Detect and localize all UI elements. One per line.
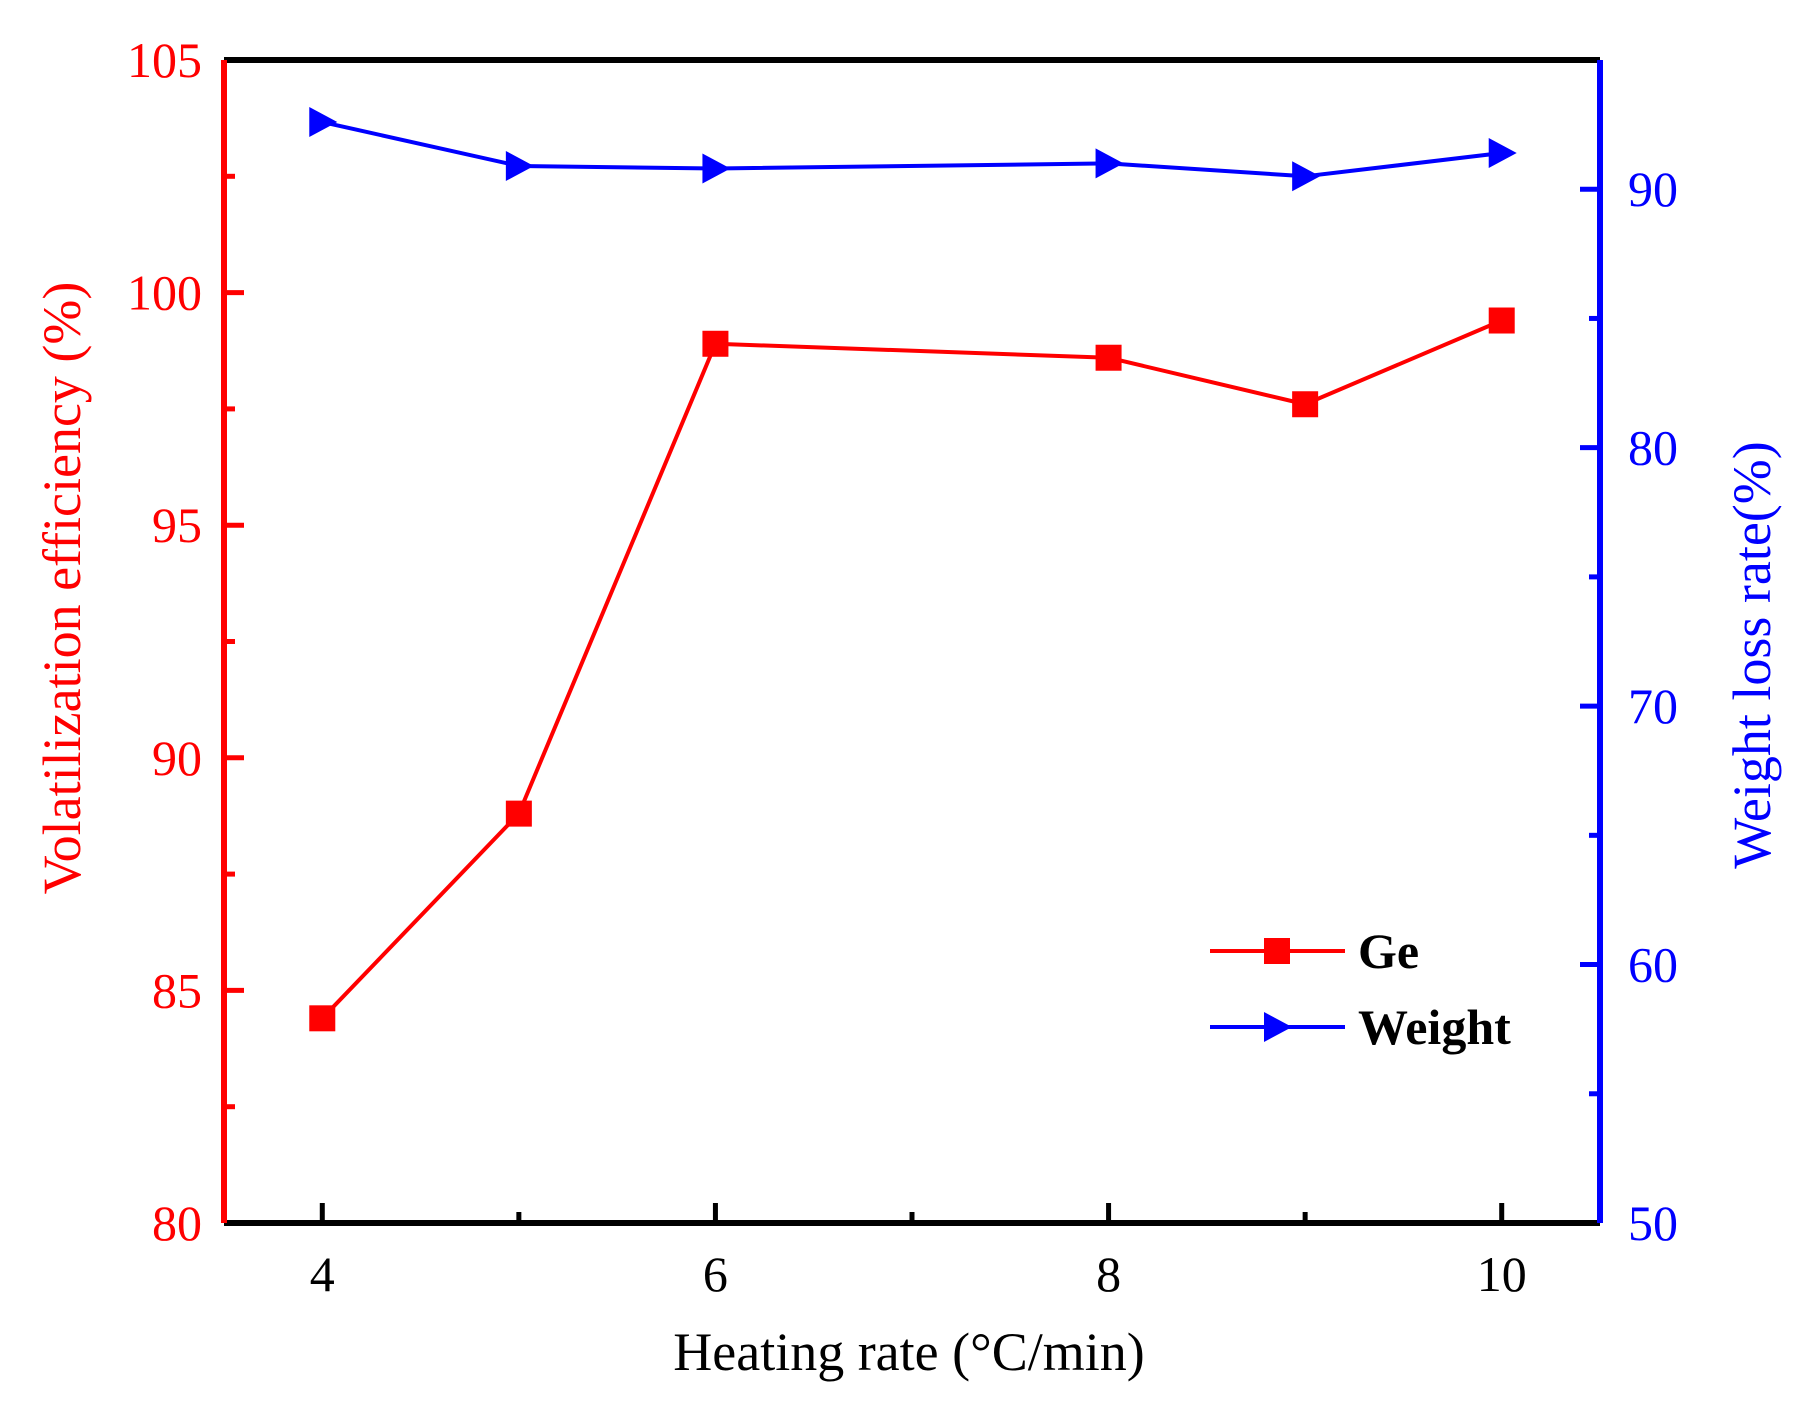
y-tick-label: 100 <box>127 265 202 321</box>
series-line-ge <box>320 318 1503 1020</box>
y-axis-title: Volatilization efficiency (%) <box>32 282 92 895</box>
y2-tick-label: 60 <box>1628 937 1678 993</box>
y2-tick-label: 70 <box>1628 678 1678 734</box>
y2-tick-label: 50 <box>1628 1195 1678 1251</box>
y-tick-label: 85 <box>152 962 202 1018</box>
legend-label-ge: Ge <box>1358 923 1419 979</box>
x-tick-label: 4 <box>310 1246 335 1302</box>
x-tick-label: 6 <box>703 1246 728 1302</box>
series-lines <box>320 120 1503 1020</box>
data-point-ge <box>1488 307 1515 334</box>
x-tick-label: 8 <box>1096 1246 1121 1302</box>
y2-axis-title: Weight loss rate(%) <box>1722 441 1782 869</box>
legend-marker-ge <box>1264 938 1290 964</box>
data-point-ge <box>1292 391 1319 418</box>
data-point-weight <box>505 150 534 181</box>
ticks-layer: 4 6 8 10 80 85 90 95 100 105 50 60 70 80 90 <box>127 32 1678 1302</box>
data-point-weight <box>1488 138 1517 169</box>
data-point-weight <box>1292 161 1321 192</box>
legend-label-weight: Weight <box>1358 999 1511 1055</box>
data-point-weight <box>702 153 731 184</box>
series-line-weight <box>321 120 1502 179</box>
data-point-weight <box>309 107 338 138</box>
x-tick-label: 10 <box>1477 1246 1527 1302</box>
axes-frame <box>221 57 1603 1226</box>
y2-tick-label: 90 <box>1628 161 1678 217</box>
x-axis-title: Heating rate (°C/min) <box>673 1322 1144 1382</box>
y-tick-label: 90 <box>152 730 202 786</box>
legend-marker-weight <box>1264 1012 1292 1042</box>
data-point-ge <box>309 1005 336 1032</box>
y2-tick-label: 80 <box>1628 420 1678 476</box>
y-tick-label: 95 <box>152 497 202 553</box>
y-tick-label: 105 <box>127 32 202 88</box>
data-point-ge <box>1095 344 1122 371</box>
data-point-ge <box>505 800 532 827</box>
legend: Ge Weight <box>1210 923 1511 1055</box>
series-markers <box>309 107 1517 1032</box>
y-tick-label: 80 <box>152 1195 202 1251</box>
data-point-ge <box>702 330 729 357</box>
data-point-weight <box>1095 148 1124 179</box>
